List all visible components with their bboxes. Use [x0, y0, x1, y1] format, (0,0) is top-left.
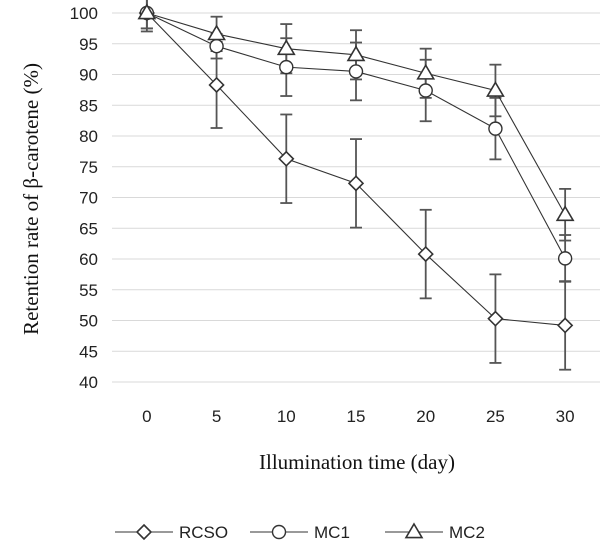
legend-label-mc1: MC1 [314, 523, 350, 542]
x-tick-label-20: 20 [416, 407, 435, 426]
marker-rcso-10 [278, 150, 295, 167]
y-tick-label-40: 40 [79, 373, 98, 392]
legend-label-mc2: MC2 [449, 523, 485, 542]
marker-mc2-20 [416, 63, 436, 80]
x-axis-title: Illumination time (day) [259, 450, 455, 474]
y-tick-label-65: 65 [79, 219, 98, 238]
y-tick-labels: 40 45 50 55 60 65 70 75 80 85 90 95 100 [70, 4, 98, 392]
x-tick-label-25: 25 [486, 407, 505, 426]
legend-item-mc2: MC2 [385, 522, 485, 542]
y-tick-label-75: 75 [79, 158, 98, 177]
marker-rcso-5 [208, 76, 225, 94]
y-tick-label-80: 80 [79, 127, 98, 146]
y-tick-label-55: 55 [79, 281, 98, 300]
legend-label-rcso: RCSO [179, 523, 228, 542]
marker-mc1-30 [557, 251, 573, 266]
marker-mc1-10 [279, 59, 294, 75]
y-axis-title: Retention rate of β-carotene (%) [19, 63, 43, 335]
marker-mc2-0 [137, 3, 157, 20]
x-tick-label-0: 0 [142, 407, 151, 426]
legend: RCSO MC1 MC2 [115, 522, 485, 542]
x-tick-label-30: 30 [556, 407, 575, 426]
marker-mc2-25 [486, 80, 505, 97]
y-tick-label-95: 95 [79, 35, 98, 54]
marker-mc2-5 [207, 24, 226, 41]
y-tick-label-50: 50 [79, 312, 98, 331]
marker-mc1-15 [348, 64, 364, 79]
legend-item-mc1: MC1 [250, 523, 350, 542]
marker-mc2-30 [555, 205, 575, 222]
y-tick-label-60: 60 [79, 250, 98, 269]
marker-mc1-5 [209, 39, 224, 54]
legend-marker-mc1 [271, 524, 287, 540]
y-tick-label-100: 100 [70, 4, 98, 23]
marker-rcso-25 [487, 310, 504, 327]
x-tick-label-10: 10 [277, 407, 296, 426]
y-tick-label-45: 45 [79, 342, 98, 361]
y-tick-label-90: 90 [79, 66, 98, 85]
marker-rcso-15 [347, 175, 365, 192]
series-markers [137, 3, 575, 334]
legend-marker-mc2 [404, 522, 424, 539]
marker-rcso-30 [557, 317, 574, 334]
legend-marker-rcso [135, 523, 153, 541]
marker-rcso-20 [417, 245, 434, 263]
marker-mc1-25 [488, 121, 503, 136]
y-tick-label-85: 85 [79, 96, 98, 115]
x-tick-label-5: 5 [212, 407, 221, 426]
marker-mc1-20 [418, 83, 433, 98]
legend-item-rcso: RCSO [115, 523, 228, 542]
y-tick-label-70: 70 [79, 189, 98, 208]
x-tick-label-15: 15 [347, 407, 366, 426]
x-tick-labels: 0 5 10 15 20 25 30 [142, 407, 574, 426]
marker-mc2-10 [276, 39, 296, 56]
marker-mc2-15 [346, 45, 366, 62]
